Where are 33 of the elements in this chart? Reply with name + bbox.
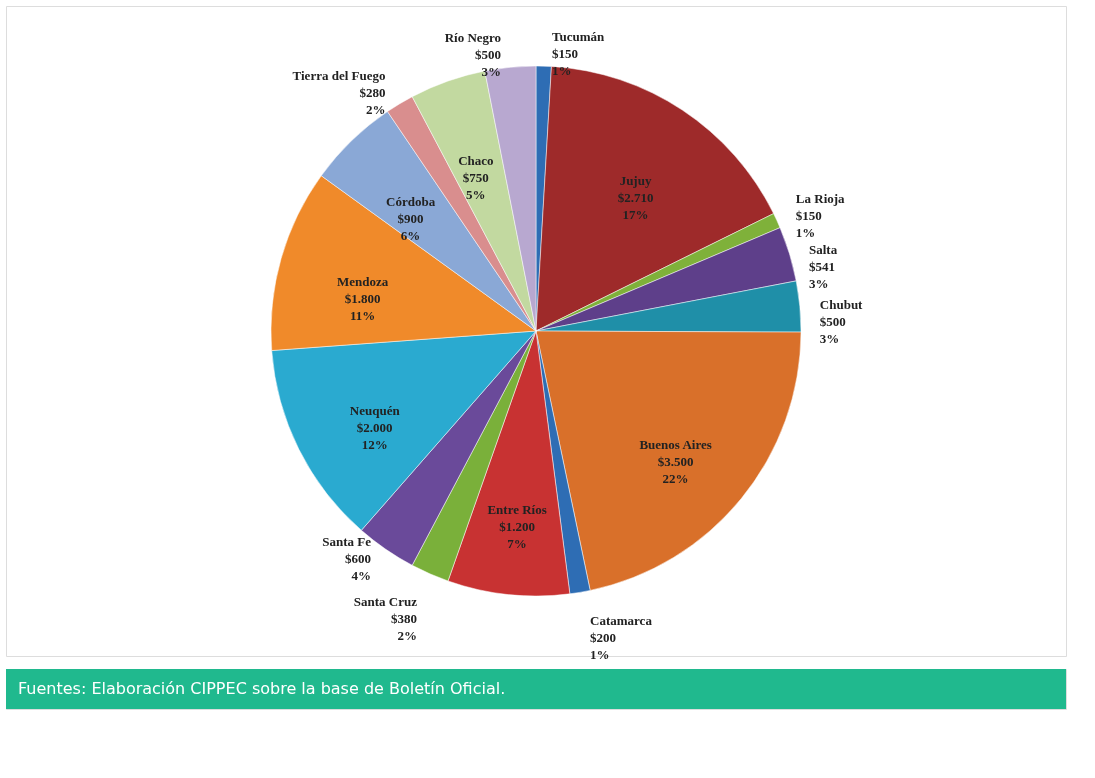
slice-label: Jujuy [619, 172, 652, 188]
data-label: $200 1% [590, 630, 617, 663]
slice-label: Buenos Aires [639, 436, 712, 452]
data-label: $750 5% [462, 170, 489, 203]
data-label: $150 1% [552, 46, 579, 79]
slice-label: Salta [809, 242, 838, 258]
data-label: $1.200 7% [499, 519, 535, 552]
data-label: $280 2% [359, 85, 386, 118]
data-label: $380 2% [391, 610, 417, 643]
data-label: $150 1% [795, 207, 822, 240]
data-label: $1.800 11% [344, 290, 381, 323]
data-label: $2.710 17% [617, 189, 654, 222]
slice-label: Tierra del Fuego [292, 68, 386, 84]
source-note: Fuentes: Elaboración CIPPEC sobre la base de Boletín Oficial. [18, 679, 506, 698]
slice-label: Córdoba [386, 193, 436, 209]
data-label: $2.000 12% [356, 420, 393, 453]
slice-label: Santa Cruz [353, 593, 418, 609]
slice-label: Catamarca [590, 613, 653, 629]
data-label: $500 3% [475, 47, 502, 80]
slice-label: La Rioja [795, 190, 846, 206]
slice-label: Mendoza [336, 273, 389, 289]
slice-label: Tucumán [552, 29, 606, 45]
data-label: $500 3% [819, 314, 846, 347]
data-label: $900 6% [397, 210, 424, 243]
data-label: $3.500 22% [657, 453, 694, 486]
slice-label: Chubut [819, 297, 864, 313]
data-label: $541 3% [809, 259, 835, 292]
slice-label: Neuquén [349, 403, 401, 419]
data-label: $600 4% [344, 551, 371, 584]
slice-label: Chaco [458, 153, 494, 169]
slice-label: Santa Fe [322, 534, 372, 550]
slice-label: Río Negro [444, 30, 502, 46]
slice-label: Entre Ríos [487, 502, 547, 518]
